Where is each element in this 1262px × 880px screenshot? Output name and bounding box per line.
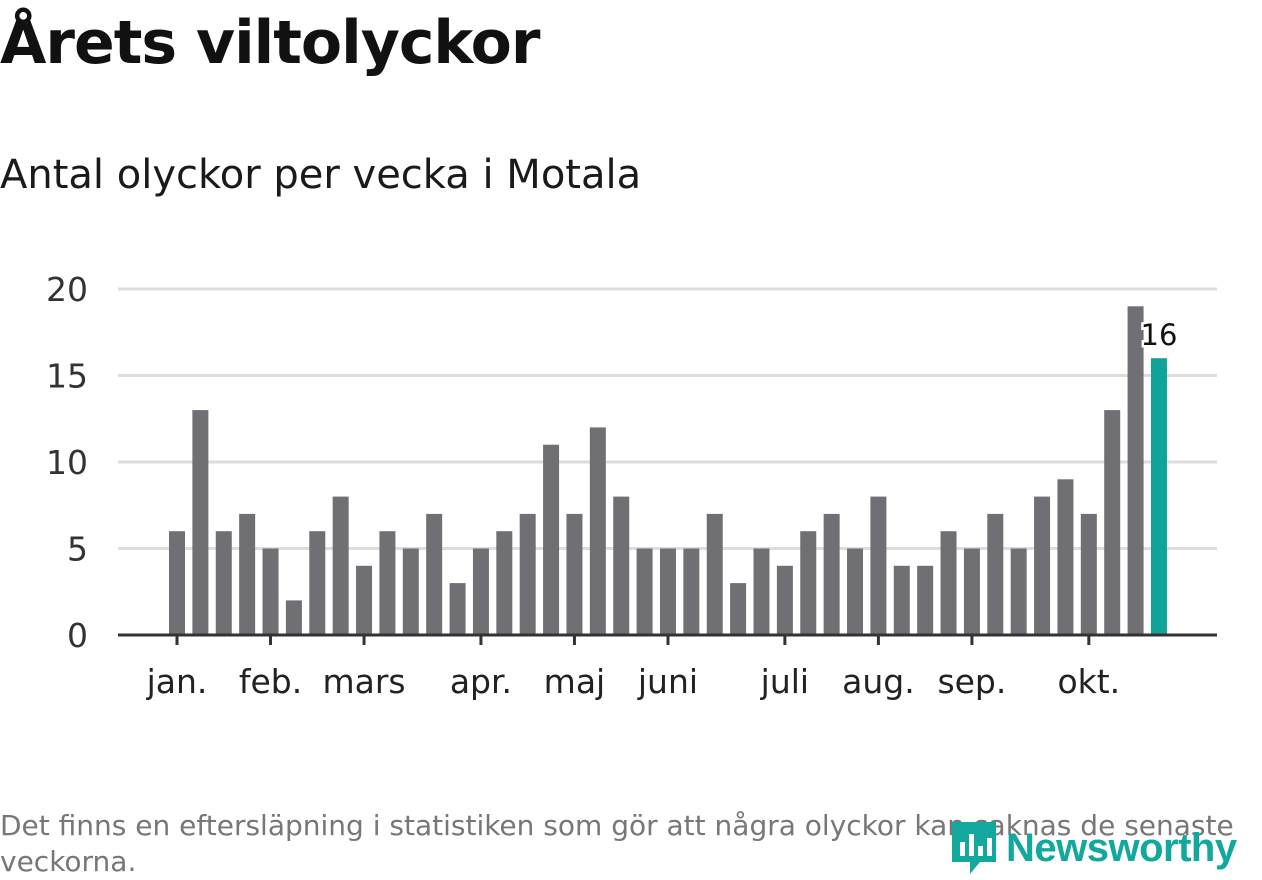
bar (659, 548, 676, 635)
bar (379, 531, 396, 635)
bar (1104, 410, 1121, 635)
newsworthy-logo[interactable]: Newsworthy (948, 818, 1237, 878)
y-tick-label: 0 (67, 616, 88, 655)
y-tick-label: 15 (46, 357, 88, 396)
bar (963, 548, 980, 635)
bar (683, 548, 700, 635)
bar (332, 496, 349, 635)
bar (566, 513, 583, 635)
footnote: Det finns en eftersläpning i statistiken… (0, 809, 1234, 878)
y-tick-label: 5 (67, 530, 88, 569)
x-tick-label: maj (544, 662, 606, 701)
bar (613, 496, 630, 635)
x-tick-label: apr. (450, 662, 512, 701)
bar (589, 427, 606, 635)
x-tick-label: jan. (146, 662, 208, 701)
bar (519, 513, 536, 635)
bar (449, 583, 466, 635)
bar-highlight (1150, 358, 1167, 635)
bar (496, 531, 513, 635)
data-labels: 16 (1138, 316, 1180, 355)
x-tick-label: mars (322, 662, 405, 701)
bar (753, 548, 770, 635)
newsworthy-logo-icon (952, 822, 996, 874)
chart-title: Årets viltolyckor (0, 8, 540, 78)
bar (870, 496, 887, 635)
bar (472, 548, 489, 635)
bar (1080, 513, 1097, 635)
bar (215, 531, 232, 635)
x-tick-label: okt. (1057, 662, 1120, 701)
bar (1010, 548, 1027, 635)
bar (239, 513, 256, 635)
bar (543, 444, 560, 635)
chart-subtitle: Antal olyckor per vecka i Motala (0, 152, 642, 198)
bar (847, 548, 864, 635)
x-tick-label: feb. (239, 662, 302, 701)
x-tick-label: sep. (937, 662, 1006, 701)
bar (730, 583, 747, 635)
y-axis-ticks: 0 5 10 15 20 (46, 270, 88, 655)
bar (893, 565, 910, 635)
bar (636, 548, 653, 635)
gridlines (118, 287, 1217, 550)
bar (706, 513, 723, 635)
y-tick-label: 20 (46, 270, 88, 309)
bar (1127, 306, 1144, 635)
bar (1034, 496, 1051, 635)
bar (776, 565, 793, 635)
bar (192, 410, 209, 635)
x-tick-label: aug. (842, 662, 915, 701)
bar (169, 531, 185, 635)
bar (823, 513, 840, 635)
bar (800, 531, 817, 635)
bar-chart: 0 5 10 15 20 jan. feb. mars apr. maj juni juli aug.… (46, 270, 1217, 701)
bar (402, 548, 419, 635)
logo-text: Newsworthy (1006, 825, 1237, 870)
y-tick-label: 10 (46, 443, 88, 482)
bar (426, 513, 443, 635)
bar (356, 565, 373, 635)
x-axis-ticks: jan. feb. mars apr. maj juni juli aug. sep. okt. (146, 635, 1120, 701)
x-tick-label: juni (637, 662, 698, 701)
bar (917, 565, 934, 635)
data-label-highlight: 16 (1141, 318, 1178, 352)
bars (169, 306, 1167, 635)
bar (309, 531, 326, 635)
bar (940, 531, 957, 635)
x-tick-label: juli (760, 662, 809, 701)
bar (285, 600, 302, 635)
bar (987, 513, 1004, 635)
bar (1057, 479, 1074, 635)
bar (262, 548, 279, 635)
